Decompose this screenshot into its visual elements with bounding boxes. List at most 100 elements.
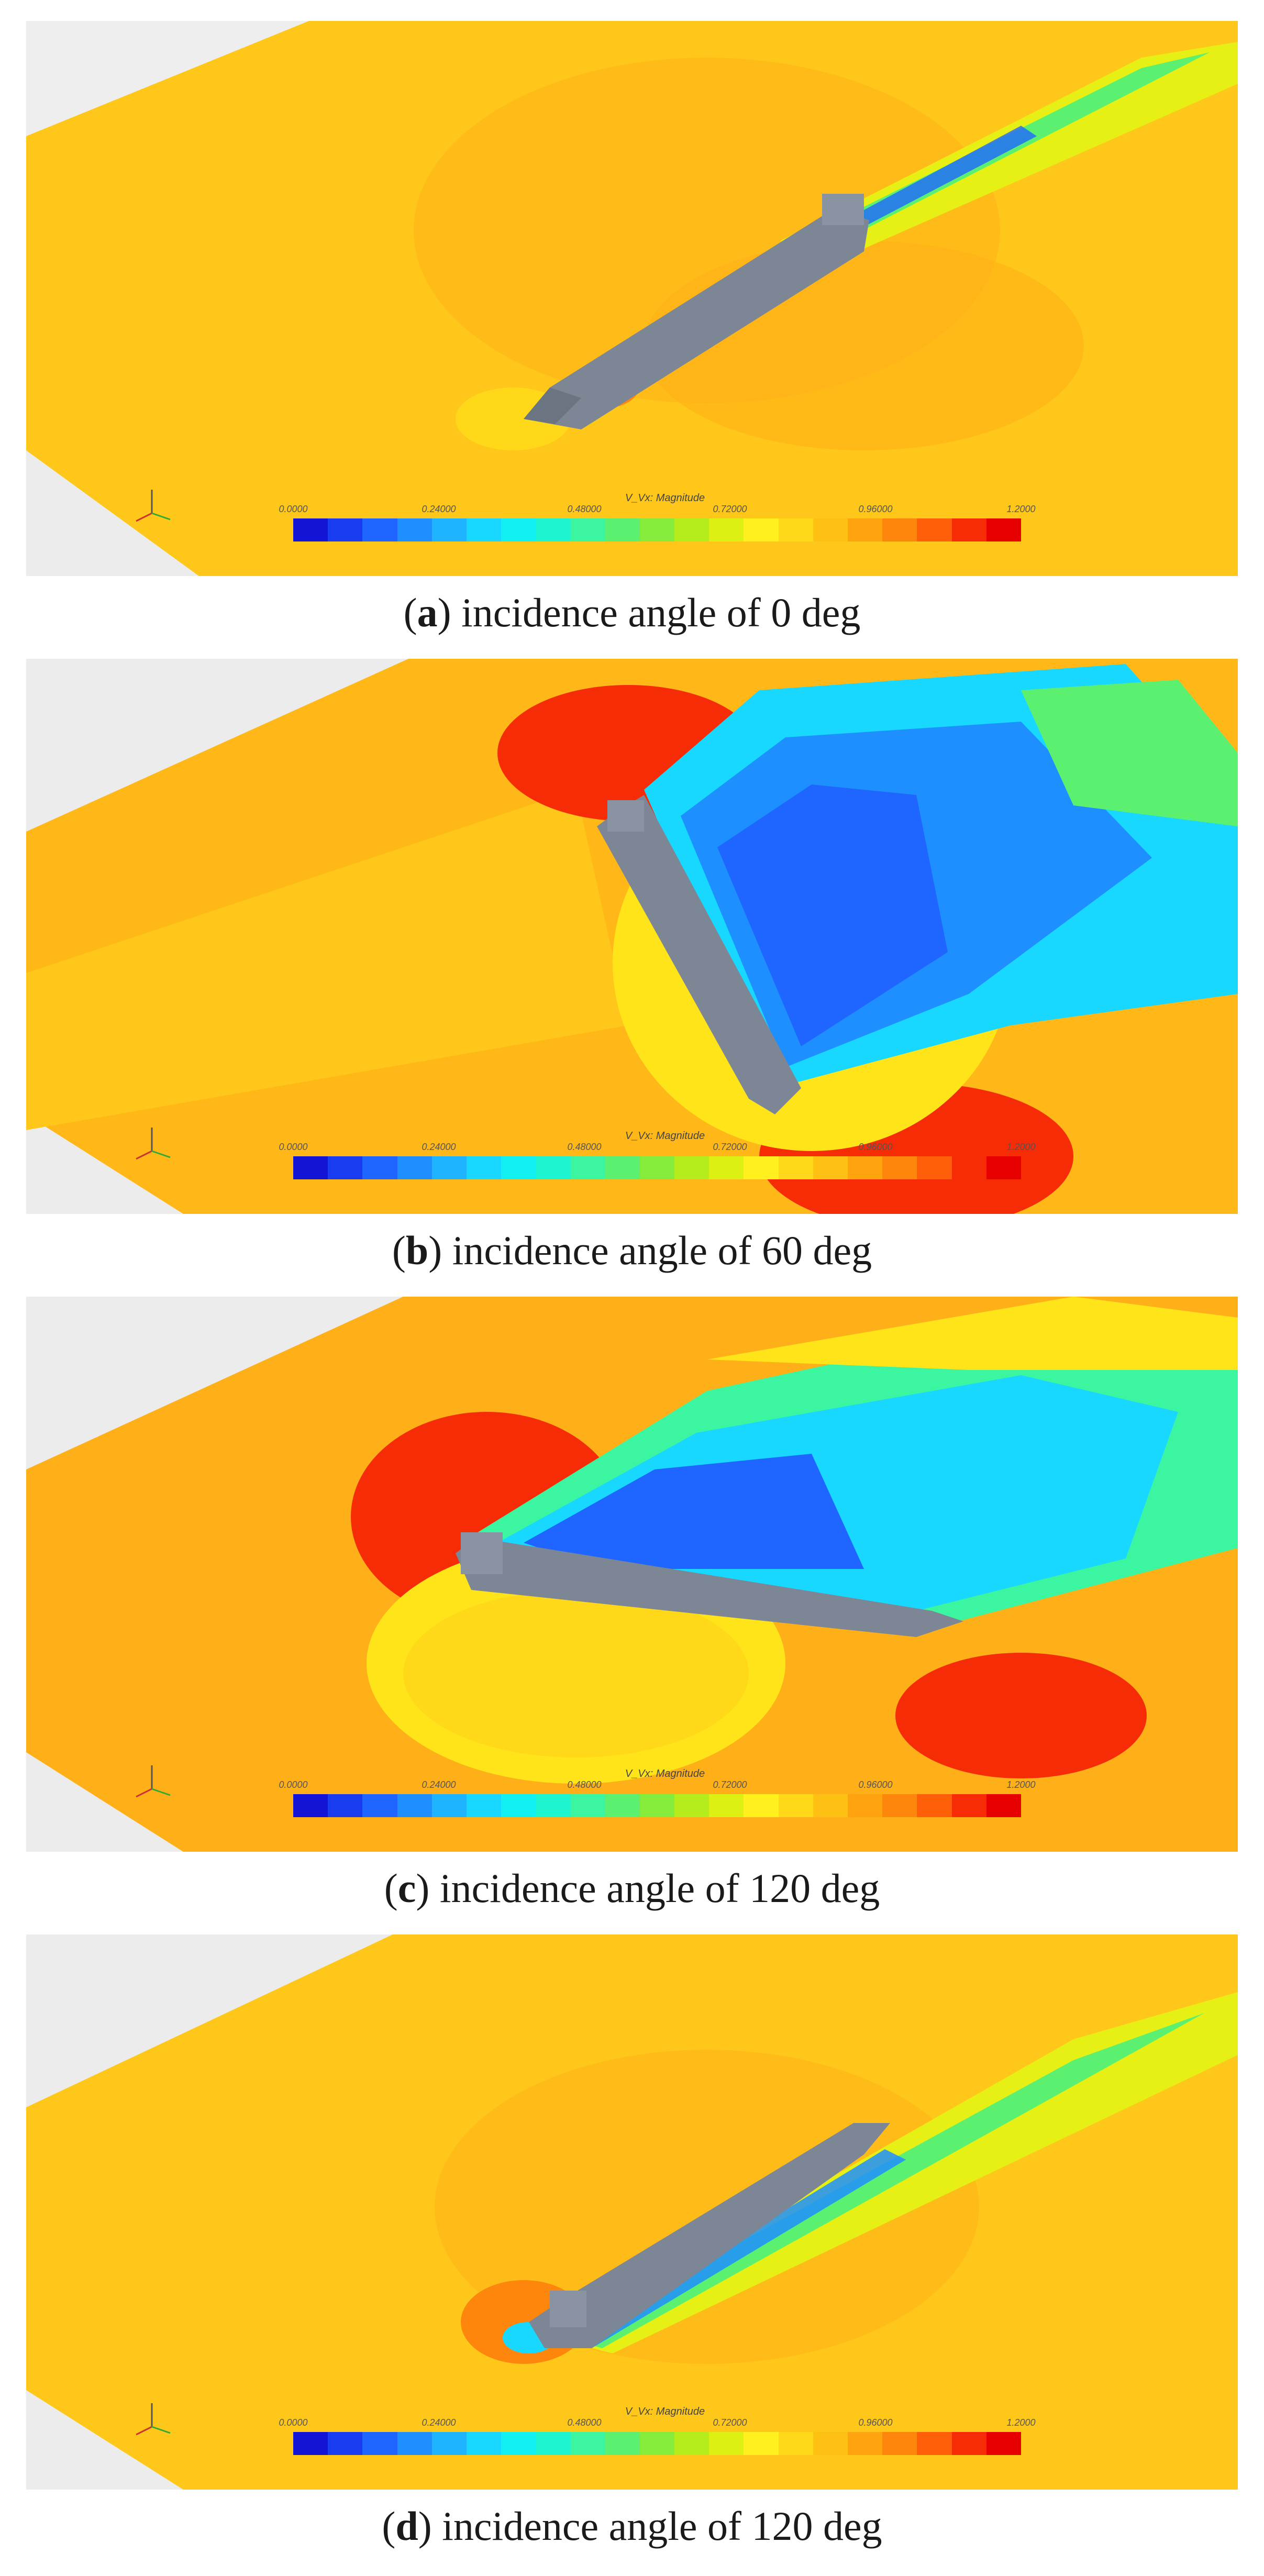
axis-triad-icon (136, 1765, 171, 1798)
caption-letter: d (395, 2503, 418, 2549)
colorbar-swatch (639, 518, 675, 541)
colorbar: V_Vx: Magnitude 0.0000 0.24000 0.48000 0… (278, 1768, 1052, 1831)
colorbar-title: V_Vx: Magnitude (625, 1130, 705, 1142)
colorbar-swatch (951, 518, 986, 541)
caption-a: (a) incidence angle of 0 deg (403, 590, 861, 635)
colorbar-tick: 0.72000 (713, 504, 747, 514)
colorbar-tick: 0.24000 (422, 1142, 456, 1152)
panel-b: V_Vx: Magnitude 0.0000 0.24000 0.48000 0… (26, 659, 1238, 1214)
colorbar-tick: 1.2000 (1006, 2417, 1036, 2428)
colorbar-swatch (431, 2432, 467, 2455)
colorbar-swatch (778, 518, 813, 541)
colorbar-swatch (778, 1156, 813, 1179)
colorbar-tick: 0.96000 (858, 2417, 893, 2428)
flow-field-c (26, 1297, 1238, 1852)
colorbar-swatch (951, 2432, 986, 2455)
colorbar-swatch (951, 1794, 986, 1817)
colorbar-swatch (501, 1794, 536, 1817)
colorbar-swatch (639, 2432, 675, 2455)
colorbar-swatch (848, 2432, 883, 2455)
colorbar-swatch (709, 1156, 744, 1179)
colorbar-swatch (605, 2432, 640, 2455)
colorbar-swatch (848, 518, 883, 541)
colorbar-swatch (466, 518, 502, 541)
colorbar-swatch (466, 1156, 502, 1179)
colorbar-swatch (570, 2432, 605, 2455)
colorbar-swatch (293, 1156, 328, 1179)
flow-field-d (26, 1934, 1238, 2490)
colorbar-swatch (674, 518, 709, 541)
colorbar-swatch (917, 1156, 952, 1179)
colorbar-swatch (848, 1794, 883, 1817)
colorbar-title: V_Vx: Magnitude (625, 1768, 705, 1779)
colorbar-tick: 1.2000 (1006, 1779, 1036, 1790)
colorbar-tick: 0.48000 (567, 1779, 602, 1790)
colorbar-swatch (536, 518, 571, 541)
colorbar-swatch (536, 2432, 571, 2455)
colorbar-swatch (986, 1156, 1021, 1179)
caption-b: (b) incidence angle of 60 deg (392, 1228, 872, 1273)
colorbar-swatch (813, 2432, 848, 2455)
colorbar-title: V_Vx: Magnitude (625, 492, 705, 504)
caption-text: incidence angle of 0 deg (461, 590, 861, 635)
panel-d: V_Vx: Magnitude 0.0000 0.24000 0.48000 0… (26, 1934, 1238, 2490)
colorbar-swatch (501, 518, 536, 541)
colorbar-gradient (293, 1156, 1021, 1179)
colorbar-tick: 0.24000 (422, 1779, 456, 1790)
colorbar-tick: 0.0000 (279, 504, 308, 514)
colorbar-swatch (501, 1156, 536, 1179)
colorbar-swatch (431, 1794, 467, 1817)
colorbar-swatch (397, 1794, 432, 1817)
colorbar-swatch (328, 1794, 363, 1817)
colorbar-tick: 1.2000 (1006, 1142, 1036, 1152)
colorbar-swatch (778, 2432, 813, 2455)
colorbar-tick: 0.48000 (567, 1142, 602, 1152)
colorbar-swatch (605, 1794, 640, 1817)
colorbar-swatch (813, 1794, 848, 1817)
colorbar-swatch (570, 518, 605, 541)
colorbar-swatch (882, 518, 917, 541)
colorbar-swatch (744, 1794, 779, 1817)
axis-triad-icon (136, 1127, 171, 1160)
caption-c: (c) incidence angle of 120 deg (384, 1865, 880, 1911)
colorbar-tick: 0.96000 (858, 1779, 893, 1790)
colorbar-swatch (917, 518, 952, 541)
colorbar-swatch (744, 518, 779, 541)
colorbar-tick: 0.0000 (279, 1142, 308, 1152)
colorbar: V_Vx: Magnitude 0.0000 0.24000 0.48000 0… (278, 1130, 1052, 1193)
caption-letter: b (405, 1228, 429, 1273)
colorbar-swatch (362, 2432, 397, 2455)
colorbar-swatch (397, 518, 432, 541)
colorbar-swatch (813, 518, 848, 541)
colorbar-swatch (709, 2432, 744, 2455)
colorbar-tick: 0.96000 (858, 504, 893, 514)
colorbar-swatch (328, 1156, 363, 1179)
colorbar-swatch (986, 1794, 1021, 1817)
caption-text: incidence angle of 60 deg (452, 1228, 872, 1273)
colorbar-swatch (674, 2432, 709, 2455)
colorbar-gradient (293, 518, 1021, 541)
colorbar-gradient (293, 2432, 1021, 2455)
colorbar-swatch (328, 2432, 363, 2455)
colorbar-title: V_Vx: Magnitude (625, 2406, 705, 2417)
colorbar-swatch (778, 1794, 813, 1817)
colorbar-swatch (328, 518, 363, 541)
colorbar-swatch (466, 1794, 502, 1817)
colorbar-swatch (951, 1156, 986, 1179)
colorbar-swatch (362, 1156, 397, 1179)
colorbar-swatch (466, 2432, 502, 2455)
colorbar-tick: 0.72000 (713, 1142, 747, 1152)
colorbar-swatch (570, 1794, 605, 1817)
panel-c: V_Vx: Magnitude 0.0000 0.24000 0.48000 0… (26, 1297, 1238, 1852)
colorbar-swatch (397, 2432, 432, 2455)
colorbar-swatch (674, 1156, 709, 1179)
colorbar-swatch (674, 1794, 709, 1817)
colorbar-swatch (882, 1156, 917, 1179)
colorbar-tick: 0.96000 (858, 1142, 893, 1152)
colorbar-tick: 0.0000 (279, 1779, 308, 1790)
colorbar-tick: 0.24000 (422, 504, 456, 514)
colorbar-swatch (293, 1794, 328, 1817)
axis-triad-icon (136, 2403, 171, 2436)
colorbar-swatch (744, 2432, 779, 2455)
colorbar-swatch (293, 518, 328, 541)
